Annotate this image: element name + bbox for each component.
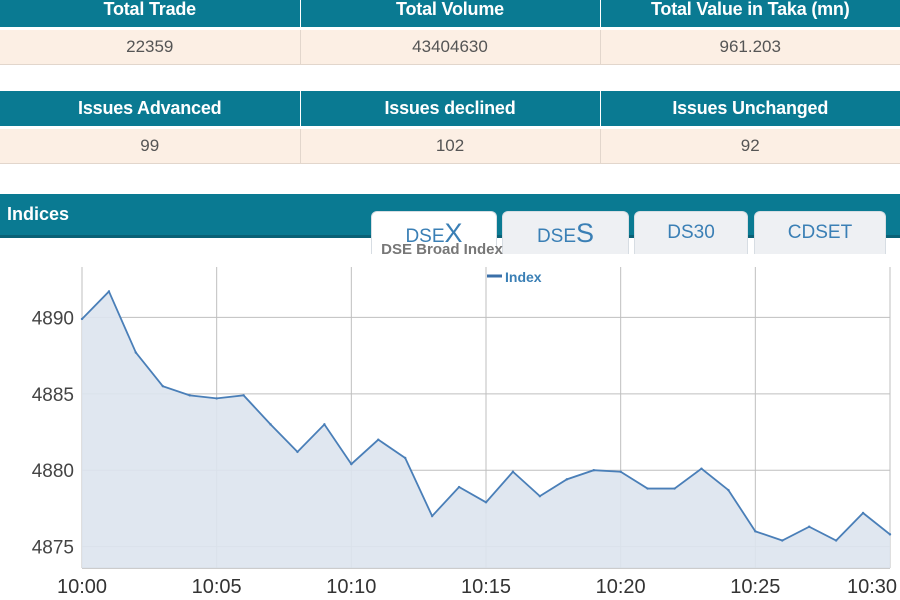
header-total-trade: Total Trade — [0, 0, 301, 30]
value-total-trade: 22359 — [0, 28, 301, 65]
data-point — [457, 485, 461, 489]
data-point — [242, 394, 245, 397]
x-tick-label: 10:00 — [57, 576, 107, 598]
data-point — [134, 351, 138, 354]
issues-summary-table: Issues Advanced Issues declined Issues U… — [0, 91, 900, 164]
data-point — [296, 450, 299, 454]
index-chart: 4875 4880 4885 4890 10:00 10:05 10:10 10:15 10:2… — [32, 241, 897, 598]
indices-title: Indices — [7, 204, 70, 224]
data-point — [646, 487, 649, 490]
value-issues-declined: 102 — [300, 127, 601, 164]
tab-dses[interactable]: DSES — [502, 211, 629, 254]
data-point — [161, 384, 164, 388]
value-total-value: 961.203 — [600, 28, 900, 65]
data-point — [511, 470, 515, 473]
data-point — [754, 530, 757, 533]
data-point — [861, 511, 865, 515]
data-point — [619, 470, 622, 473]
value-total-volume: 43404630 — [300, 28, 601, 65]
chart-legend: Index — [487, 269, 542, 285]
data-point — [781, 539, 784, 542]
tab-dsex-prefix: DSE — [405, 226, 445, 247]
data-point — [269, 423, 272, 426]
tab-dsex-suffix: X — [444, 218, 463, 248]
data-point — [834, 539, 838, 542]
data-point — [484, 501, 488, 504]
tab-dses-prefix: DSE — [536, 226, 577, 247]
value-issues-unchanged: 92 — [600, 127, 900, 164]
header-issues-advanced: Issues Advanced — [0, 91, 301, 129]
data-point — [592, 469, 595, 472]
chart-title: DSE Broad Index — [381, 241, 503, 258]
data-point — [377, 438, 380, 441]
data-point — [565, 478, 568, 481]
y-tick-label: 4880 — [32, 461, 74, 482]
tab-dsex[interactable]: DSEX — [371, 211, 497, 254]
x-tick-label: 10:10 — [326, 576, 376, 598]
data-point — [808, 525, 811, 528]
data-point — [538, 494, 542, 498]
y-tick-label: 4890 — [32, 308, 74, 329]
header-total-volume: Total Volume — [300, 0, 601, 30]
tab-cdset-label: CDSET — [787, 222, 853, 243]
x-tick-label: 10:05 — [192, 576, 242, 598]
x-tick-label: 10:20 — [596, 576, 646, 598]
header-issues-unchanged: Issues Unchanged — [600, 91, 900, 129]
data-point — [107, 290, 111, 293]
data-point — [188, 394, 191, 397]
data-point — [80, 317, 84, 321]
data-point — [888, 533, 892, 536]
header-total-value: Total Value in Taka (mn) — [600, 0, 900, 30]
legend-label: Index — [505, 269, 542, 285]
market-summary-table: Total Trade Total Volume Total Value in … — [0, 0, 900, 65]
x-tick-label: 10:15 — [461, 576, 511, 598]
tab-ds30-label: DS30 — [667, 222, 715, 243]
header-issues-declined: Issues declined — [300, 91, 601, 129]
value-issues-advanced: 99 — [0, 127, 301, 164]
data-point — [404, 456, 407, 460]
x-tick-label: 10:30 — [847, 576, 897, 598]
chart-ticks: 4875 4880 4885 4890 10:00 10:05 10:10 10:15 10:2… — [32, 308, 897, 598]
tab-dses-suffix: S — [576, 218, 595, 248]
data-point — [700, 467, 703, 470]
y-tick-label: 4875 — [32, 538, 74, 559]
data-point — [727, 488, 730, 492]
data-point — [350, 462, 353, 466]
x-tick-label: 10:25 — [730, 576, 780, 598]
y-tick-label: 4885 — [32, 385, 74, 406]
tab-ds30[interactable]: DS30 — [634, 211, 748, 254]
series-points — [80, 290, 892, 542]
data-point — [215, 397, 218, 400]
data-point — [323, 423, 326, 426]
series-area — [82, 291, 890, 568]
data-point — [430, 514, 434, 518]
tab-cdset[interactable]: CDSET — [754, 211, 886, 254]
data-point — [673, 487, 676, 490]
